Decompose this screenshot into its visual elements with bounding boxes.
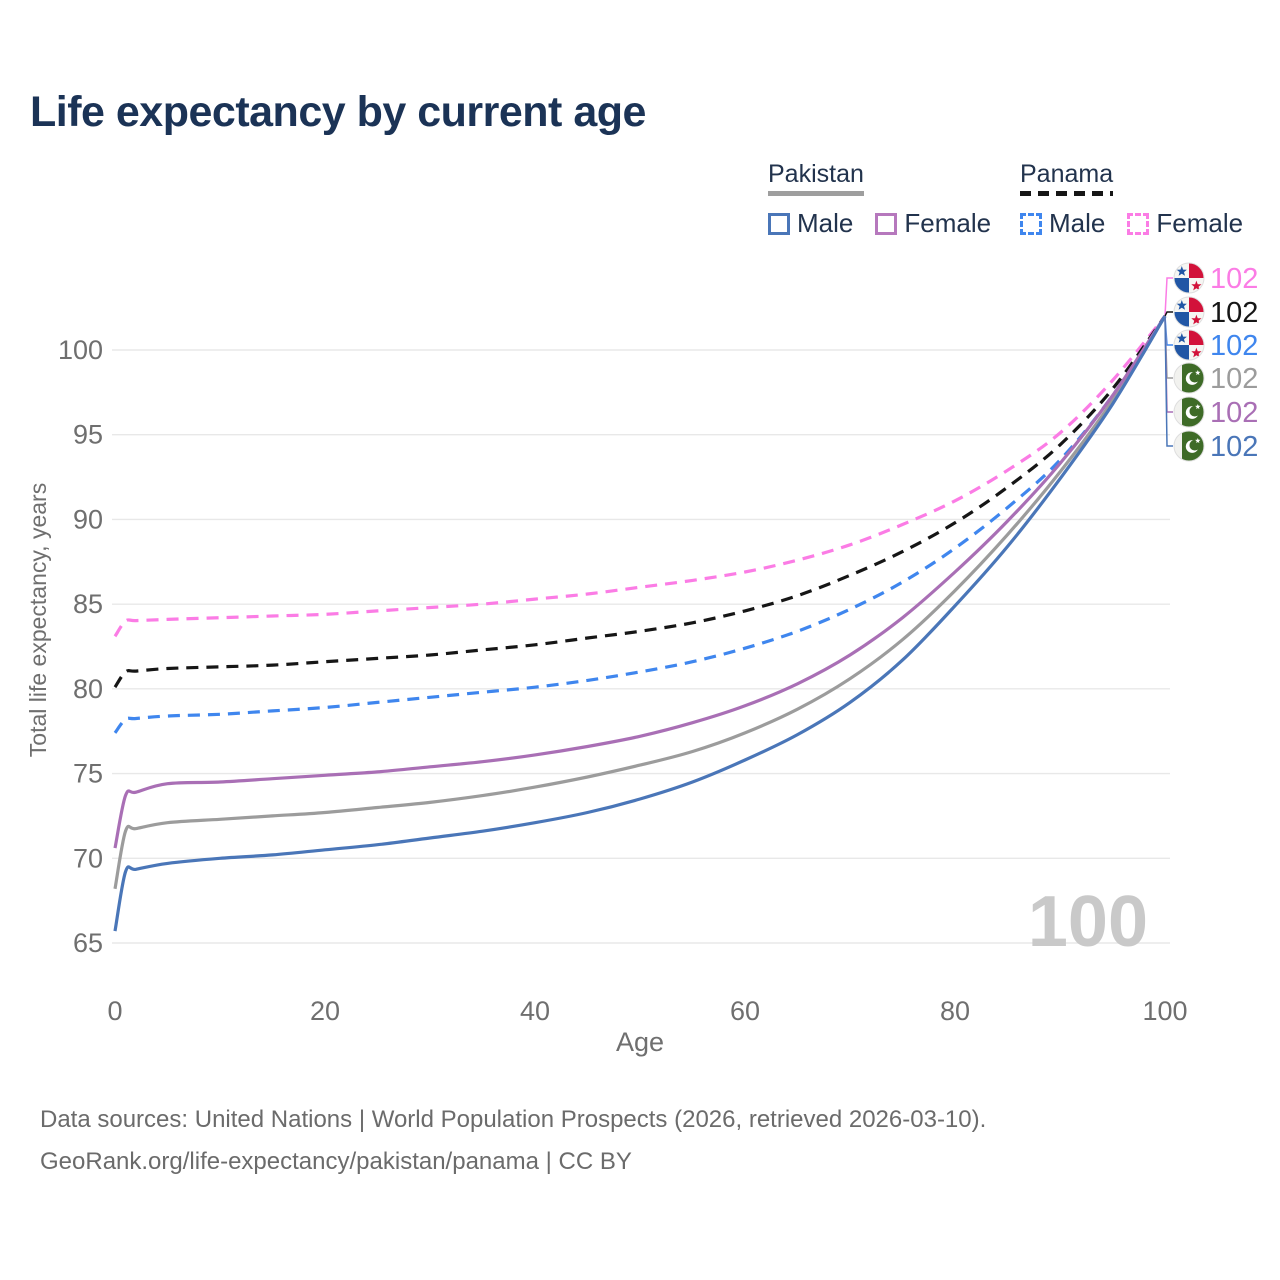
x-tick-label-40: 40 — [520, 996, 550, 1026]
page-title: Life expectancy by current age — [30, 88, 646, 136]
legend-item-pakistan-male[interactable]: Male — [768, 208, 853, 239]
legend-country-panama-label: Panama — [1020, 160, 1114, 188]
star — [1195, 438, 1201, 444]
end-value-label-panama-male: 102 — [1210, 330, 1258, 362]
legend-country-panama: Panama — [1020, 160, 1114, 200]
flag-ring — [1173, 262, 1205, 294]
pakistan-solid-line-swatch — [768, 191, 864, 196]
end-value-label-pakistan-female: 102 — [1210, 397, 1258, 429]
pakistan-female-label: Female — [904, 208, 992, 238]
panama-flag-icon — [1173, 262, 1205, 294]
panama-male-swatch — [1020, 212, 1042, 235]
pakistan-flag-icon — [1173, 396, 1205, 428]
current-age-watermark: 100 — [1028, 882, 1148, 962]
crescent-cut — [1189, 405, 1201, 417]
line-pakistan-male — [113, 315, 1167, 932]
blue-star — [1176, 300, 1187, 310]
y-tick-label-95: 95 — [73, 420, 103, 450]
leader-line-panama-female — [1164, 277, 1173, 317]
y-tick-label-75: 75 — [73, 759, 103, 789]
footer-url-line: GeoRank.org/life-expectancy/pakistan/pan… — [40, 1148, 632, 1175]
pakistan-flag-icon — [1173, 430, 1205, 462]
legend-items-pakistan: Male Female — [768, 208, 991, 239]
y-tick-label-70: 70 — [73, 843, 103, 873]
star — [1195, 404, 1201, 410]
pakistan-male-label: Male — [797, 208, 854, 238]
panama-female-label: Female — [1156, 208, 1244, 238]
pakistan-flag-art — [1174, 397, 1204, 427]
red-star — [1191, 280, 1202, 291]
flag-ring — [1173, 362, 1205, 394]
legend-country-pakistan: Pakistan — [768, 160, 864, 200]
leader-line-panama-both-sexes- — [1164, 311, 1173, 317]
leader-line-pakistan-male — [1164, 316, 1173, 447]
red-star — [1191, 314, 1202, 325]
legend-items-panama: Male Female — [1020, 208, 1243, 239]
line-panama-female — [113, 315, 1167, 638]
x-tick-label-0: 0 — [107, 996, 122, 1026]
x-tick-label-20: 20 — [310, 996, 340, 1026]
x-tick-label-60: 60 — [730, 996, 760, 1026]
y-tick-label-85: 85 — [73, 589, 103, 619]
end-value-label-panama-both-sexes-: 102 — [1210, 297, 1258, 329]
legend-item-panama-male[interactable]: Male — [1020, 208, 1105, 239]
pakistan-female-swatch — [875, 212, 898, 235]
x-tick-label-80: 80 — [940, 996, 970, 1026]
flag-ring — [1173, 396, 1205, 428]
panama-flag-icon — [1173, 329, 1205, 361]
pakistan-flag-art — [1174, 431, 1204, 461]
line-pakistan-female — [113, 315, 1167, 849]
legend-group-pakistan: Pakistan Male Female — [768, 160, 991, 239]
y-axis-title: Total life expectancy, years — [25, 483, 51, 757]
y-tick-label-100: 100 — [58, 335, 103, 365]
star — [1195, 370, 1201, 376]
pakistan-flag-art — [1174, 363, 1204, 393]
y-tick-label-65: 65 — [73, 928, 103, 958]
red-star — [1191, 347, 1202, 358]
blue-star — [1176, 333, 1187, 343]
footer-source-line: Data sources: United Nations | World Pop… — [40, 1106, 987, 1133]
flag-ring — [1173, 329, 1205, 361]
legend-group-panama: Panama Male Female — [1020, 160, 1243, 239]
panama-dashed-line-swatch — [1020, 191, 1114, 196]
crescent-cut — [1189, 371, 1201, 383]
pakistan-flag-icon — [1173, 362, 1205, 394]
panama-flag-icon — [1173, 296, 1205, 328]
flag-ring — [1173, 430, 1205, 462]
end-value-label-pakistan-both-sexes-: 102 — [1210, 363, 1258, 395]
legend-item-pakistan-female[interactable]: Female — [875, 208, 991, 239]
flag-ring — [1173, 296, 1205, 328]
end-value-label-panama-female: 102 — [1210, 263, 1258, 295]
y-tick-label-80: 80 — [73, 674, 103, 704]
line-panama-male — [113, 315, 1167, 734]
blue-star — [1176, 266, 1187, 276]
pakistan-male-swatch — [768, 212, 790, 235]
line-panama-both-sexes- — [113, 315, 1167, 689]
line-pakistan-both-sexes- — [113, 315, 1167, 890]
y-tick-label-90: 90 — [73, 504, 103, 534]
legend-country-pakistan-label: Pakistan — [768, 160, 864, 188]
crescent-cut — [1189, 439, 1201, 451]
x-tick-label-100: 100 — [1142, 996, 1187, 1026]
end-value-label-pakistan-male: 102 — [1210, 431, 1258, 463]
panama-female-swatch — [1127, 212, 1150, 235]
x-axis-title: Age — [616, 1027, 664, 1057]
panama-male-label: Male — [1049, 208, 1106, 238]
legend-item-panama-female[interactable]: Female — [1127, 208, 1243, 239]
